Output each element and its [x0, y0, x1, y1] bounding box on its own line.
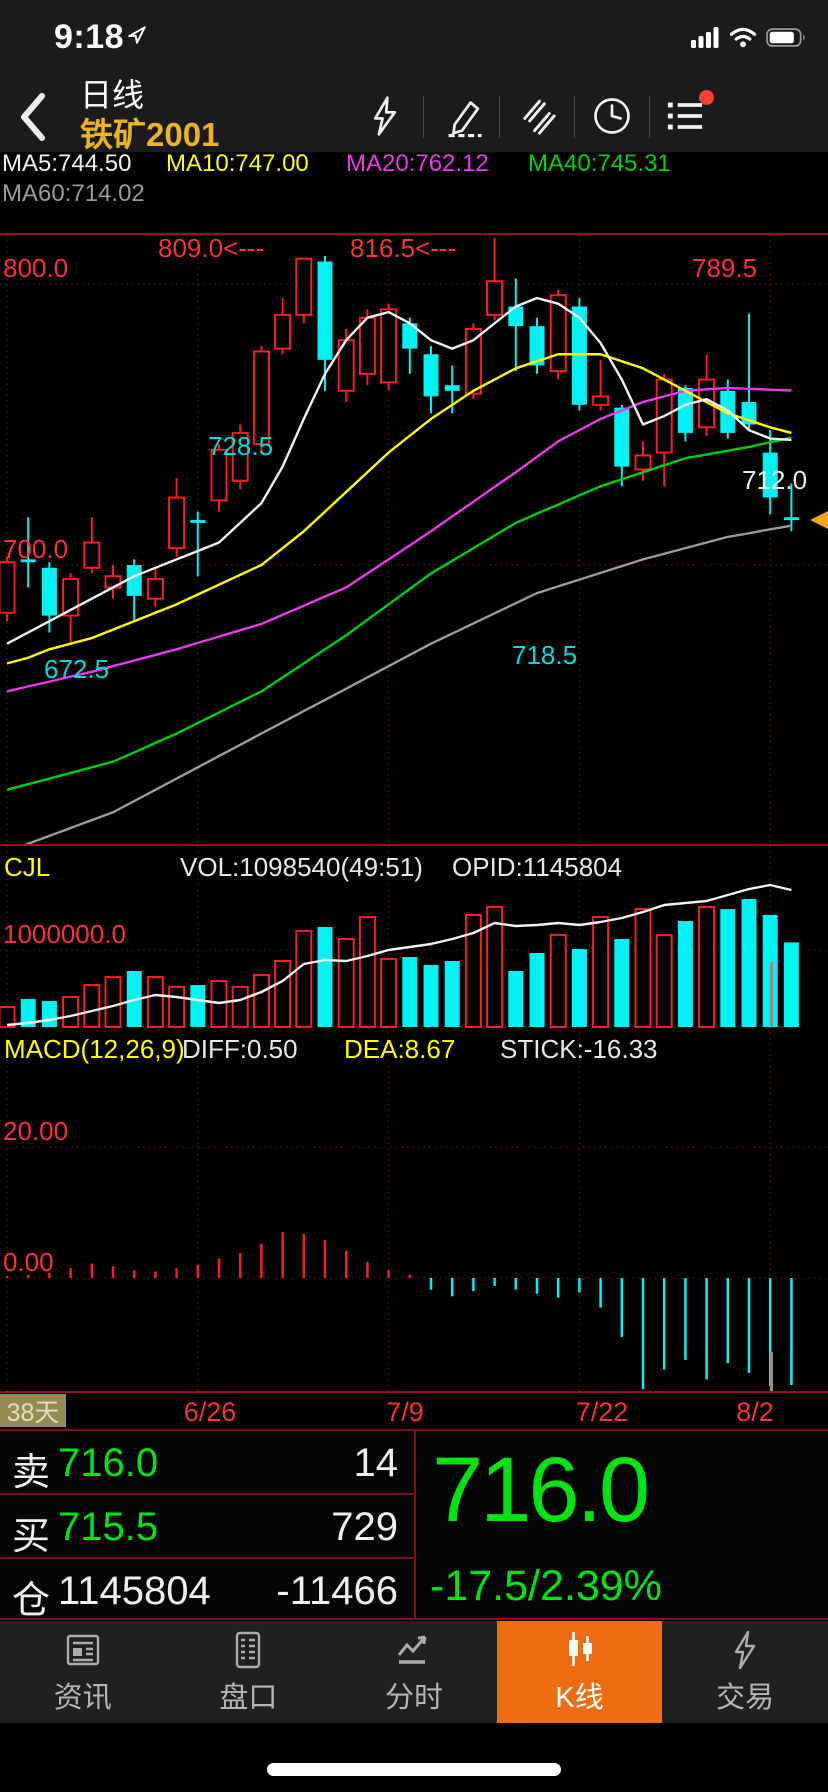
- ma40-value: MA40:745.31: [528, 150, 671, 177]
- contract-name[interactable]: 铁矿2001: [80, 116, 220, 153]
- svg-text:672.5: 672.5: [44, 654, 109, 684]
- toolbar-divider: [649, 96, 650, 138]
- toolbar-divider: [499, 96, 500, 138]
- bid-price: 715.5: [58, 1505, 159, 1549]
- ask-row[interactable]: 卖 716.0 14: [0, 1431, 414, 1494]
- battery-icon: [766, 27, 805, 47]
- tab-kline[interactable]: K线: [496, 1621, 663, 1723]
- status-time: 9:18: [54, 18, 125, 56]
- lightning-icon[interactable]: [363, 94, 407, 138]
- svg-text:718.5: 718.5: [512, 640, 577, 670]
- oi-value: 1145804: [58, 1569, 211, 1613]
- tab-intraday[interactable]: 分时: [331, 1621, 497, 1723]
- intraday-icon: [397, 1635, 427, 1664]
- svg-text:20.00: 20.00: [3, 1116, 68, 1146]
- svg-text:712.0: 712.0: [742, 465, 807, 495]
- opid-value: OPID:1145804: [452, 852, 623, 882]
- notification-dot: [699, 90, 714, 105]
- bottom-safe-area: [0, 1723, 828, 1792]
- ma5-value: MA5:744.50: [2, 150, 132, 177]
- chart-period-label[interactable]: 日线: [80, 77, 145, 113]
- ma60-value: MA60:714.02: [2, 180, 145, 207]
- clock-icon[interactable]: [590, 94, 634, 138]
- dea-value: DEA:8.67: [344, 1034, 456, 1064]
- tab-news[interactable]: 资讯: [0, 1621, 166, 1723]
- svg-text:800.0: 800.0: [3, 253, 68, 283]
- open-interest-row[interactable]: 仓 1145804 -11466: [0, 1559, 414, 1622]
- svg-text:8/2: 8/2: [736, 1397, 774, 1427]
- toolbar-divider: [574, 96, 575, 138]
- pencil-icon[interactable]: [440, 94, 484, 138]
- bid-label: 买: [12, 1516, 51, 1558]
- location-arrow-icon: [128, 26, 146, 44]
- macd-label[interactable]: MACD(12,26,9): [4, 1034, 185, 1064]
- bid-qty: 729: [331, 1505, 398, 1549]
- svg-text:728.5: 728.5: [208, 431, 273, 461]
- orderbook-icon: [236, 1631, 261, 1669]
- trend-compare-icon[interactable]: [515, 94, 559, 138]
- svg-text:700.0: 700.0: [3, 534, 68, 564]
- svg-text:7/22: 7/22: [576, 1397, 629, 1427]
- diff-value: DIFF:0.50: [182, 1034, 298, 1064]
- oi-change: -11466: [276, 1569, 398, 1613]
- back-button[interactable]: [12, 88, 52, 146]
- days-count-badge: 38天: [0, 1394, 66, 1427]
- cjl-label[interactable]: CJL: [4, 852, 51, 882]
- last-price: 716.0: [432, 1439, 650, 1541]
- signal-icon: [691, 27, 719, 48]
- news-icon: [66, 1634, 99, 1666]
- ma10-value: MA10:747.00: [166, 150, 309, 177]
- trade-lightning-icon: [734, 1630, 756, 1670]
- quote-divider: [414, 1431, 416, 1618]
- svg-text:789.5: 789.5: [692, 253, 757, 283]
- tab-label: 资讯: [53, 1682, 112, 1714]
- svg-text:6/26: 6/26: [184, 1397, 237, 1427]
- vol-value: VOL:1098540(49:51): [180, 852, 423, 882]
- svg-text:816.5<---: 816.5<---: [350, 233, 456, 263]
- kline-icon: [568, 1632, 592, 1666]
- tab-label: K线: [555, 1682, 604, 1714]
- oi-label: 仓: [12, 1580, 51, 1622]
- list-icon[interactable]: [663, 94, 707, 138]
- quote-panel: 卖 716.0 14 买 715.5 729 仓 1145804 -11466: [0, 1429, 828, 1622]
- svg-text:0.00: 0.00: [3, 1247, 54, 1277]
- bottom-tab-bar: 资讯 盘口 分时 K线: [0, 1621, 828, 1723]
- tab-label: 盘口: [219, 1682, 278, 1714]
- stick-value: STICK:-16.33: [500, 1034, 658, 1064]
- status-icons: [690, 26, 808, 48]
- tab-trade[interactable]: 交易: [662, 1621, 828, 1723]
- wifi-icon: [729, 27, 757, 47]
- home-indicator[interactable]: [267, 1763, 561, 1776]
- tab-label: 分时: [384, 1682, 443, 1714]
- svg-text:7/9: 7/9: [386, 1397, 424, 1427]
- quote-row-separator: [0, 1493, 414, 1495]
- bid-row[interactable]: 买 715.5 729: [0, 1495, 414, 1558]
- ask-price: 716.0: [58, 1441, 159, 1485]
- svg-text:809.0<---: 809.0<---: [158, 233, 264, 263]
- ma20-value: MA20:762.12: [346, 150, 489, 177]
- toolbar-divider: [423, 96, 424, 138]
- price-change: -17.5/2.39%: [430, 1562, 662, 1610]
- svg-text:1000000.0: 1000000.0: [3, 919, 126, 949]
- kline-chart-canvas[interactable]: 800.0 809.0<--- 816.5<--- 789.5 728.5 700.0 71…: [0, 0, 828, 1430]
- tab-orderbook[interactable]: 盘口: [166, 1621, 332, 1723]
- quote-row-separator: [0, 1557, 414, 1559]
- ask-label: 卖: [12, 1452, 51, 1494]
- tab-label: 交易: [716, 1682, 775, 1714]
- ask-qty: 14: [353, 1441, 399, 1485]
